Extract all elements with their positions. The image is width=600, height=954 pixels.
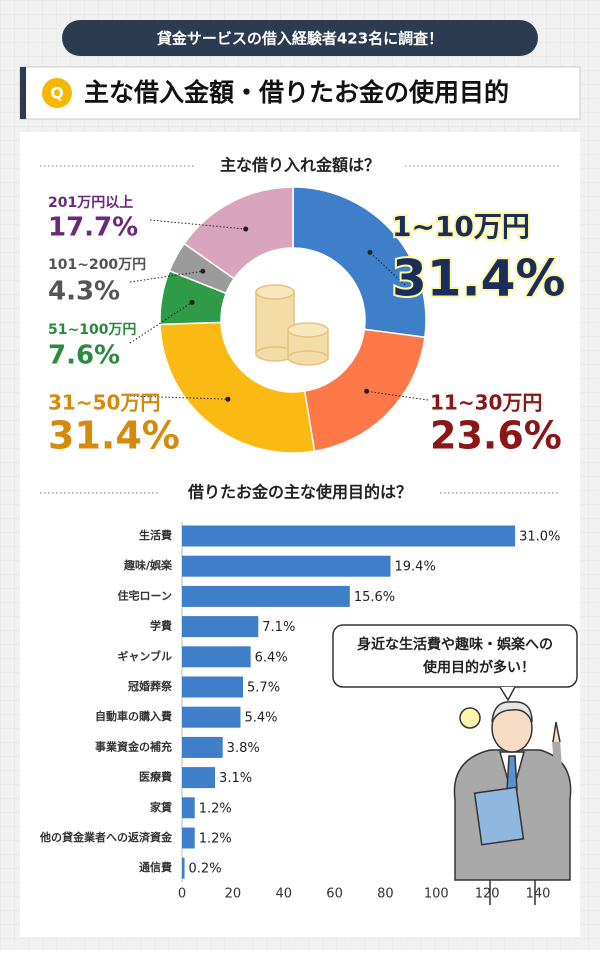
bar — [182, 706, 241, 728]
leader-dot — [364, 388, 370, 394]
value-label: 5.7% — [247, 681, 280, 696]
speech-bubble — [332, 624, 578, 688]
bar — [182, 676, 244, 698]
value-label: 6.4% — [255, 650, 288, 665]
businessman-illustration — [453, 701, 572, 905]
bar — [182, 555, 391, 577]
value-label: 15.6% — [354, 590, 395, 605]
slice-label: 11~30万円 — [430, 391, 542, 415]
coins — [255, 284, 329, 366]
slice-value-label: 7.6% — [48, 341, 120, 371]
donut-slice — [159, 321, 316, 454]
leader-line — [369, 252, 406, 286]
leader-dot — [367, 249, 373, 255]
leader-dot — [189, 299, 195, 305]
donut-slice — [292, 186, 427, 339]
category-label: 生活費 — [139, 528, 172, 542]
category-label: 医療費 — [139, 770, 172, 784]
x-tick-label: 100 — [424, 887, 449, 902]
leader-dot — [225, 396, 231, 402]
bubble-text: 使用目的が多い！ — [422, 659, 535, 676]
x-tick-label: 20 — [225, 887, 242, 902]
bar — [182, 827, 195, 849]
category-label: 通信費 — [139, 860, 172, 874]
category-label: 他の貸金業者への返済資金 — [39, 830, 173, 844]
bar-chart: 0 20 40 60 80 100 120 140 生活費 31.0% 趣味/娯楽 19.4% 住宅ロー… — [39, 522, 560, 902]
section-heading: 借りたお金の主な使用目的は？ — [187, 483, 412, 502]
category-label: 事業資金の補充 — [95, 739, 172, 753]
value-label: 0.2% — [189, 862, 222, 877]
value-label: 31.0% — [519, 530, 560, 545]
slice-value-label: 23.6% — [430, 414, 562, 458]
leader-line — [129, 395, 228, 400]
x-tick-label: 40 — [275, 887, 292, 902]
donut-slice — [183, 186, 294, 280]
banner-text: 貸金サービスの借入経験者423名に調査！ — [157, 30, 443, 48]
bubble-text: 身近な生活費や趣味・娯楽への — [357, 636, 553, 653]
bar — [182, 646, 251, 668]
bar — [182, 736, 223, 758]
slice-value-label: 31.4% — [48, 414, 180, 458]
bar — [182, 525, 516, 547]
slice-value-label: 4.3% — [48, 277, 120, 307]
title-accent — [20, 67, 26, 119]
category-label: 趣味/娯楽 — [123, 558, 173, 572]
x-tick-label: 0 — [178, 887, 186, 902]
value-label: 3.1% — [219, 771, 252, 786]
value-label: 3.8% — [227, 741, 260, 756]
leader-dot — [200, 268, 206, 274]
category-label: 家賃 — [150, 800, 172, 814]
category-label: 冠婚葬祭 — [128, 679, 173, 693]
category-label: ギャンブル — [117, 649, 172, 663]
value-label: 1.2% — [199, 832, 232, 847]
x-tick-label: 120 — [475, 887, 500, 902]
slice-label: 1~10万円 — [392, 210, 530, 243]
section-heading: 主な借り入れ金額は？ — [220, 156, 380, 175]
bar — [182, 616, 259, 638]
slice-value-label: 31.4% — [392, 250, 565, 308]
value-label: 1.2% — [199, 801, 232, 816]
banner — [62, 20, 538, 56]
value-label: 19.4% — [395, 560, 436, 575]
slice-label: 101~200万円 — [48, 257, 146, 273]
slice-value-label: 17.7% — [48, 213, 138, 243]
value-label: 5.4% — [244, 711, 277, 726]
x-tick-label: 60 — [326, 887, 343, 902]
q-badge — [42, 78, 72, 108]
value-label: 7.1% — [262, 620, 295, 635]
bar — [182, 857, 185, 879]
x-tick-label: 140 — [526, 887, 551, 902]
title-band — [19, 66, 581, 120]
bar — [182, 585, 350, 607]
category-label: 自動車の購入費 — [95, 709, 172, 723]
slice-label: 201万円以上 — [48, 195, 133, 211]
category-label: 学費 — [150, 619, 172, 633]
page-title: 主な借入金額・借りたお金の使用目的 — [84, 78, 509, 107]
slice-label: 51~100万円 — [48, 322, 136, 338]
bar — [182, 797, 195, 819]
leader-dot — [243, 226, 249, 232]
donut-chart: 1~10万円31.4%11~30万円23.6%31~50万円31.4%51~10… — [48, 186, 567, 458]
bubble-tail — [499, 686, 516, 702]
slice-label: 31~50万円 — [48, 391, 160, 415]
category-label: 住宅ローン — [118, 588, 172, 602]
q-badge-text: Q — [50, 84, 64, 103]
x-tick-label: 80 — [377, 887, 394, 902]
bar — [182, 767, 216, 789]
